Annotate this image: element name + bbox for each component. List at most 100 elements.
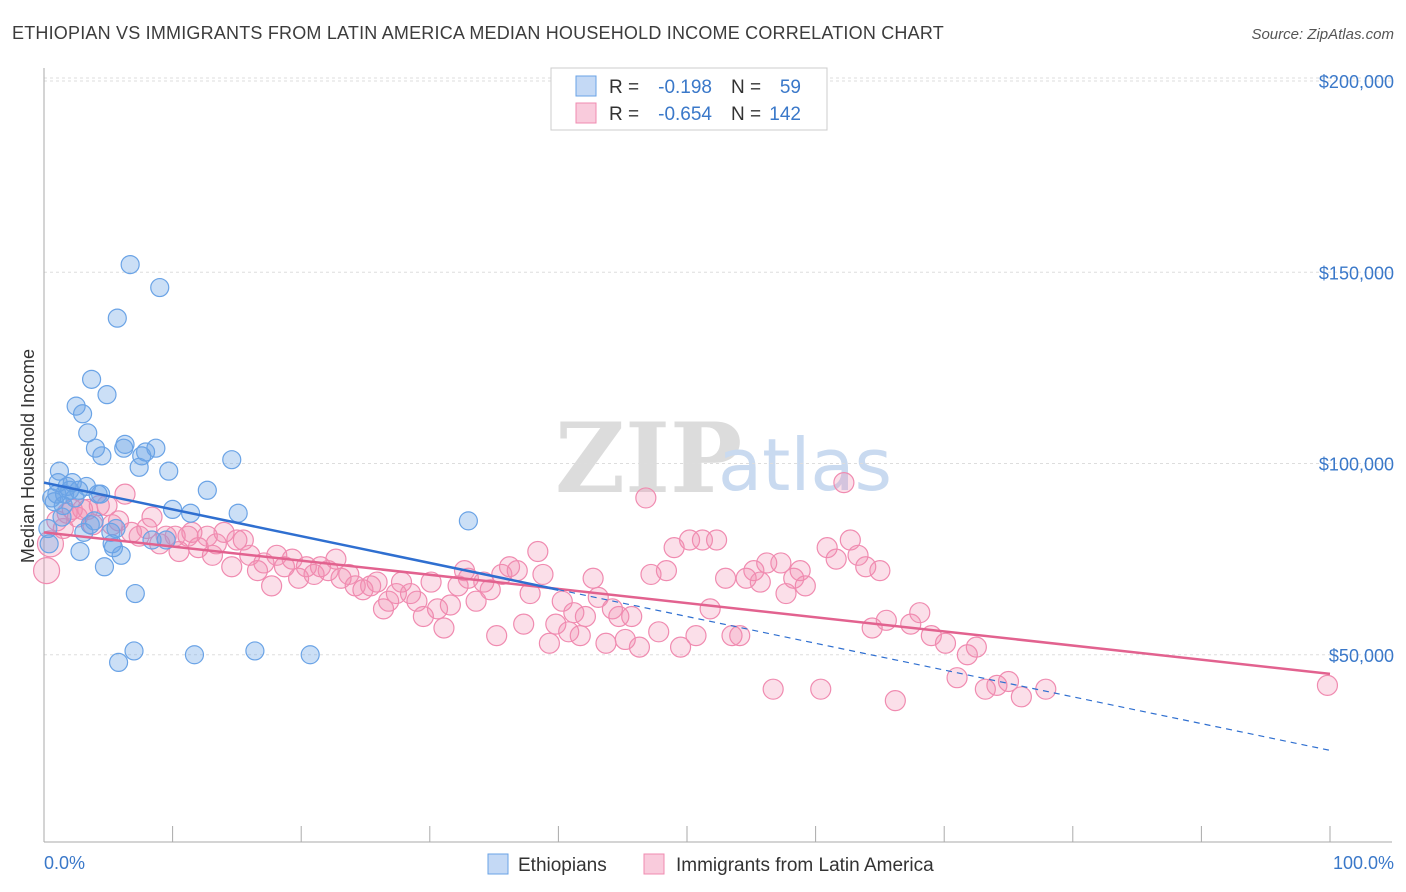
point-latin	[273, 556, 296, 578]
y-tick-label: $150,000	[1319, 263, 1394, 283]
point-latin	[439, 594, 461, 616]
point-ethiopians	[111, 545, 131, 565]
point-latin	[655, 559, 678, 582]
point-latin	[563, 602, 585, 624]
point-latin	[974, 678, 996, 700]
point-latin	[360, 575, 382, 597]
point-latin	[762, 678, 784, 700]
point-latin	[32, 556, 61, 585]
point-ethiopians	[39, 534, 59, 554]
point-ethiopians	[458, 511, 478, 531]
point-latin	[749, 571, 771, 593]
point-latin	[833, 472, 855, 494]
point-latin	[582, 567, 604, 589]
point-latin	[141, 506, 163, 528]
point-ethiopians	[300, 645, 320, 665]
point-latin	[839, 529, 861, 551]
y-tick-label: $200,000	[1319, 72, 1394, 92]
point-ethiopians	[124, 641, 144, 661]
point-ethiopians	[72, 404, 93, 424]
legend-swatch-latin	[575, 102, 597, 124]
point-ethiopians	[97, 385, 117, 405]
point-latin	[205, 533, 227, 555]
trend-line-latin	[43, 531, 1331, 676]
point-latin	[946, 667, 968, 689]
point-ethiopians	[103, 538, 124, 558]
point-ethiopians	[125, 583, 145, 604]
point-latin	[705, 529, 728, 551]
point-latin	[213, 521, 235, 543]
bottom-legend-swatch-ethiopians	[487, 853, 509, 875]
point-latin	[261, 575, 283, 597]
point-ethiopians	[81, 369, 102, 389]
point-ethiopians	[106, 518, 126, 539]
point-latin	[685, 625, 707, 647]
point-latin	[426, 598, 449, 620]
point-latin	[595, 632, 617, 654]
point-latin	[608, 605, 630, 628]
gridlines	[44, 77, 1392, 656]
point-ethiopians	[146, 438, 166, 458]
point-latin	[479, 579, 501, 601]
point-ethiopians	[66, 396, 86, 416]
x-tick-label: 0.0%	[44, 853, 85, 873]
point-latin	[663, 537, 685, 559]
point-ethiopians	[92, 446, 112, 466]
point-latin	[770, 552, 792, 574]
point-ethiopians	[78, 423, 98, 443]
point-latin	[648, 621, 670, 643]
bottom-legend-ethiopians: Ethiopians	[518, 855, 607, 876]
point-latin	[366, 571, 388, 593]
legend-n-value-2: 142	[769, 104, 801, 125]
point-latin	[956, 644, 978, 666]
point-ethiopians	[150, 277, 170, 298]
legend-box: R = -0.198 N = 59 R = -0.654 N = 142	[550, 67, 828, 131]
x-tick-label: 100.0%	[1333, 853, 1394, 873]
point-latin	[378, 590, 400, 612]
point-ethiopians	[197, 480, 217, 500]
point-ethiopians	[84, 511, 104, 531]
point-latin	[136, 517, 158, 540]
point-latin	[621, 605, 643, 628]
point-latin	[669, 636, 692, 658]
point-latin	[513, 613, 535, 635]
point-latin	[869, 559, 891, 582]
point-ethiopians	[80, 515, 100, 535]
point-ethiopians	[222, 450, 242, 470]
y-axis-label: Median Household Income	[18, 349, 38, 563]
point-latin	[934, 632, 957, 654]
axes	[43, 68, 1392, 843]
bottom-legend-swatch-latin	[643, 853, 665, 875]
point-latin	[884, 690, 906, 712]
point-latin	[545, 613, 567, 635]
point-latin	[699, 598, 721, 620]
point-latin	[825, 548, 847, 570]
point-latin	[221, 556, 243, 578]
point-ethiopians	[94, 557, 115, 577]
legend-r-value-1: -0.198	[658, 77, 712, 98]
point-ethiopians	[54, 484, 75, 504]
point-latin	[574, 605, 597, 628]
legend-n-value-1: 59	[780, 77, 801, 98]
point-latin	[1010, 686, 1032, 708]
point-ethiopians	[108, 652, 129, 673]
legend-r-label-2: R =	[609, 104, 639, 125]
point-latin	[433, 617, 455, 639]
point-latin	[527, 540, 549, 563]
point-latin	[794, 575, 816, 597]
point-ethiopians	[70, 541, 90, 562]
point-latin	[465, 590, 487, 612]
watermark-zip: ZIP	[555, 402, 742, 515]
bottom-legend: Ethiopians Immigrants from Latin America	[487, 853, 934, 876]
x-tick-labels: 0.0% 100.0%	[44, 853, 1394, 873]
point-latin	[855, 556, 877, 578]
point-latin	[551, 590, 573, 612]
trend-line-ethiopians	[43, 481, 559, 591]
legend-n-label-1: N =	[731, 77, 761, 98]
point-latin	[635, 487, 657, 509]
point-latin	[317, 559, 339, 582]
point-latin	[569, 625, 591, 647]
x-tick-marks	[43, 826, 1331, 842]
y-tick-label: $50,000	[1329, 646, 1394, 666]
